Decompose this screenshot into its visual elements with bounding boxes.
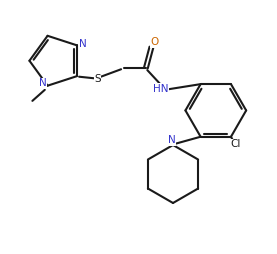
Text: N: N — [79, 39, 87, 49]
Text: S: S — [94, 74, 101, 84]
Text: O: O — [151, 37, 159, 47]
Text: HN: HN — [153, 84, 169, 93]
Text: Cl: Cl — [230, 139, 240, 149]
Text: N: N — [39, 78, 47, 88]
Text: N: N — [168, 135, 176, 145]
